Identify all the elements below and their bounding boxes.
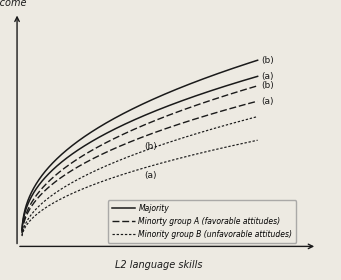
Text: (a): (a): [261, 97, 274, 106]
Text: (b): (b): [261, 56, 274, 65]
Text: (a): (a): [145, 171, 157, 180]
Text: (a): (a): [261, 72, 274, 81]
Text: (b): (b): [145, 142, 158, 151]
Text: (b): (b): [261, 81, 274, 90]
Legend: Majority, Minorty group A (favorable attitudes), Minority group B (unfavorable a: Majority, Minorty group A (favorable att…: [108, 200, 296, 242]
Text: L2 language skills: L2 language skills: [115, 260, 202, 270]
Text: Outcome: Outcome: [0, 0, 28, 8]
